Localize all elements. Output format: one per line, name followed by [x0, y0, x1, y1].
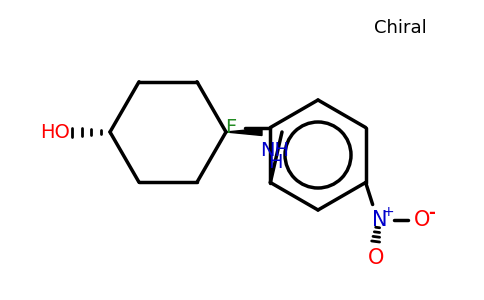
Text: NH: NH: [260, 140, 289, 160]
Text: O: O: [367, 248, 384, 268]
Text: -: -: [428, 203, 435, 221]
Text: +: +: [383, 206, 394, 220]
Text: HO: HO: [40, 122, 70, 142]
Text: N: N: [372, 209, 387, 230]
Text: H: H: [268, 154, 282, 172]
Text: O: O: [413, 209, 430, 230]
Polygon shape: [226, 128, 262, 136]
Text: F: F: [225, 118, 236, 137]
Text: Chiral: Chiral: [374, 19, 426, 37]
